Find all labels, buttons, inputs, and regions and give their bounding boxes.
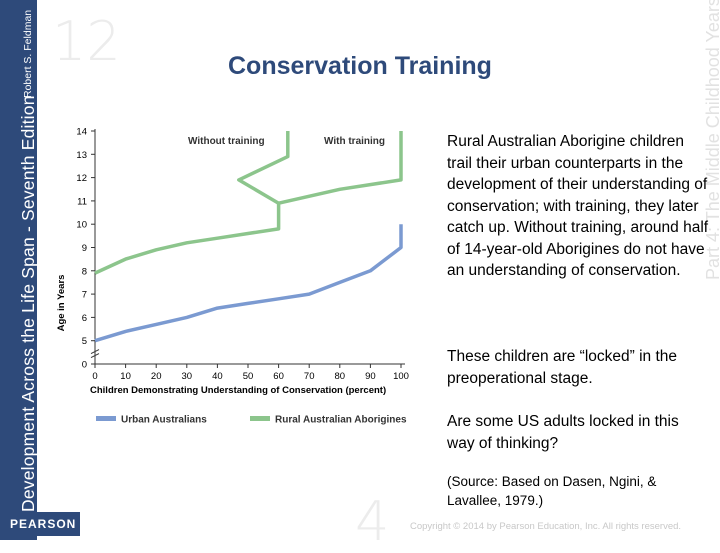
x-tick-label: 100 xyxy=(393,371,409,382)
x-axis-label: Children Demonstrating Understanding of … xyxy=(90,385,386,396)
annotation-without-training: Without training xyxy=(188,136,265,147)
source-citation: (Source: Based on Dasen, Ngini, & Lavall… xyxy=(447,474,657,508)
question-paragraph: Are some US adults locked in this way of… xyxy=(447,413,679,452)
chapter-number-watermark: 12 xyxy=(52,10,121,73)
legend-label-urban-australians: Urban Australians xyxy=(121,415,207,426)
annotation-with-training: With training xyxy=(324,136,385,147)
x-tick-label: 10 xyxy=(120,371,131,382)
y-axis-label: Age in Years xyxy=(56,275,67,332)
x-tick-label: 50 xyxy=(243,371,254,382)
series-line-without-training xyxy=(237,131,290,205)
x-tick-label: 30 xyxy=(182,371,193,382)
y-tick-label: 7 xyxy=(82,290,87,301)
y-axis-break xyxy=(90,349,100,358)
y-tick-label: 8 xyxy=(82,266,87,277)
book-title: Development Across the Life Span - Seven… xyxy=(18,95,38,512)
y-axis-ticks: 0 5 6 7 8 9 10 11 12 13 14 xyxy=(76,127,100,371)
publisher-logo: PEARSON xyxy=(0,512,80,536)
series-lines xyxy=(94,131,403,343)
series-line-urban-australians xyxy=(94,224,403,343)
legend-swatch-urban-australians xyxy=(96,416,116,421)
y-tick-label: 10 xyxy=(76,220,87,231)
y-tick-label: 6 xyxy=(82,313,87,324)
y-tick-label: 14 xyxy=(76,127,87,138)
x-axis-ticks: 0 10 20 30 40 50 60 70 80 90 100 xyxy=(92,364,409,382)
y-tick-label: 13 xyxy=(76,150,87,161)
x-tick-label: 60 xyxy=(273,371,284,382)
x-tick-label: 40 xyxy=(212,371,223,382)
y-tick-label: 0 xyxy=(82,360,87,371)
x-tick-label: 80 xyxy=(335,371,346,382)
sidebar xyxy=(0,0,37,540)
description-paragraph: Rural Australian Aborigine children trai… xyxy=(447,133,709,279)
series-line-rural-australian-aborigines xyxy=(94,131,403,275)
x-tick-label: 20 xyxy=(151,371,162,382)
y-tick-label: 11 xyxy=(77,196,87,207)
author-name: Robert S. Feldman xyxy=(22,9,34,98)
y-tick-label: 12 xyxy=(76,173,87,184)
slide-title: Conservation Training xyxy=(228,52,492,80)
x-tick-label: 0 xyxy=(92,371,97,382)
x-tick-label: 90 xyxy=(365,371,376,382)
legend: Urban Australians Rural Australian Aborig… xyxy=(96,415,407,426)
copyright-notice: Copyright © 2014 by Pearson Education, I… xyxy=(410,521,682,532)
legend-label-rural-australian-aborigines: Rural Australian Aborigines xyxy=(275,415,407,426)
locked-paragraph: These children are “locked” in the preop… xyxy=(447,348,678,387)
axis-lines xyxy=(94,129,405,365)
x-tick-label: 70 xyxy=(304,371,315,382)
y-tick-label: 9 xyxy=(82,243,87,254)
chapter-number-watermark-bottom: 4 xyxy=(355,490,390,553)
legend-swatch-rural-australian-aborigines xyxy=(250,416,270,421)
y-tick-label: 5 xyxy=(82,336,87,347)
